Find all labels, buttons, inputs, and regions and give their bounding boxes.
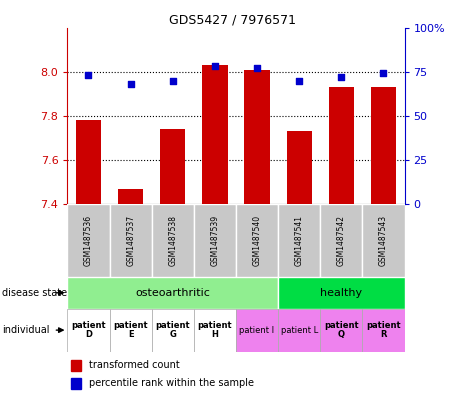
Text: patient
R: patient R (366, 321, 401, 340)
Bar (67, 277, 278, 309)
Bar (278, 204, 320, 277)
Bar (194, 309, 236, 352)
Text: patient I: patient I (239, 326, 275, 334)
Text: patient
D: patient D (71, 321, 106, 340)
Bar (202, 65, 227, 204)
Point (211, 63, 219, 70)
Text: GSM1487536: GSM1487536 (84, 215, 93, 266)
Bar (320, 204, 362, 277)
Point (338, 74, 345, 80)
Point (380, 70, 387, 77)
Text: patient
G: patient G (155, 321, 190, 340)
Bar (152, 309, 194, 352)
Bar (110, 309, 152, 352)
Point (253, 65, 261, 71)
Bar (118, 189, 143, 204)
Text: transformed count: transformed count (89, 360, 180, 371)
Bar (71, 378, 81, 389)
Text: GSM1487539: GSM1487539 (211, 215, 219, 266)
Bar (67, 204, 110, 277)
Text: GSM1487538: GSM1487538 (168, 215, 177, 266)
Text: patient L: patient L (280, 326, 318, 334)
Text: disease state: disease state (2, 288, 67, 298)
Text: GSM1487537: GSM1487537 (126, 215, 135, 266)
Text: patient
H: patient H (198, 321, 232, 340)
Text: GSM1487542: GSM1487542 (337, 215, 346, 266)
Bar (278, 309, 320, 352)
Text: patient
E: patient E (113, 321, 148, 340)
Bar (245, 70, 270, 204)
Bar (329, 87, 354, 204)
Text: patient
Q: patient Q (324, 321, 359, 340)
Point (169, 77, 177, 84)
Bar (152, 204, 194, 277)
Point (127, 81, 134, 87)
Point (85, 72, 92, 78)
Text: individual: individual (2, 325, 50, 335)
Bar (160, 129, 186, 204)
Text: healthy: healthy (320, 288, 362, 298)
Text: percentile rank within the sample: percentile rank within the sample (89, 378, 254, 388)
Text: GSM1487541: GSM1487541 (295, 215, 304, 266)
Bar (286, 131, 312, 204)
Bar (71, 360, 81, 371)
Bar (236, 309, 278, 352)
Bar (362, 309, 405, 352)
Text: GSM1487540: GSM1487540 (252, 215, 261, 266)
Text: osteoarthritic: osteoarthritic (135, 288, 210, 298)
Bar (67, 309, 110, 352)
Point (295, 77, 303, 84)
Bar (362, 204, 405, 277)
Bar (278, 277, 405, 309)
Bar (320, 309, 362, 352)
Bar (236, 204, 278, 277)
Bar (194, 204, 236, 277)
Bar (76, 120, 101, 204)
Bar (110, 204, 152, 277)
Text: GDS5427 / 7976571: GDS5427 / 7976571 (169, 14, 296, 27)
Text: GSM1487543: GSM1487543 (379, 215, 388, 266)
Bar (371, 87, 396, 204)
